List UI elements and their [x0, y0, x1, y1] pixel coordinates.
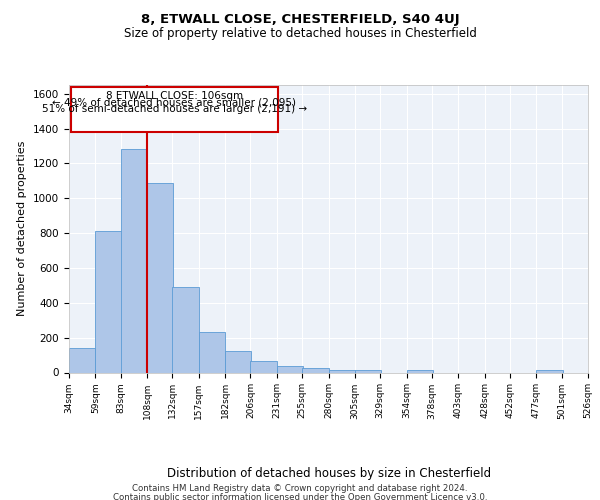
Y-axis label: Number of detached properties: Number of detached properties: [17, 141, 28, 316]
Text: Contains HM Land Registry data © Crown copyright and database right 2024.: Contains HM Land Registry data © Crown c…: [132, 484, 468, 493]
Text: Distribution of detached houses by size in Chesterfield: Distribution of detached houses by size …: [167, 468, 491, 480]
Bar: [407, 370, 433, 372]
Bar: [121, 148, 147, 372]
Text: ← 49% of detached houses are smaller (2,095): ← 49% of detached houses are smaller (2,…: [52, 97, 296, 107]
Bar: [355, 370, 381, 372]
Bar: [225, 350, 251, 372]
Bar: [329, 370, 355, 372]
Bar: [147, 182, 173, 372]
Text: 8 ETWALL CLOSE: 106sqm: 8 ETWALL CLOSE: 106sqm: [106, 90, 243, 101]
Bar: [250, 361, 277, 372]
FancyBboxPatch shape: [71, 86, 278, 132]
Text: 51% of semi-detached houses are larger (2,191) →: 51% of semi-detached houses are larger (…: [42, 104, 307, 114]
Bar: [199, 332, 225, 372]
Text: Size of property relative to detached houses in Chesterfield: Size of property relative to detached ho…: [124, 28, 476, 40]
Bar: [69, 348, 95, 372]
Text: 8, ETWALL CLOSE, CHESTERFIELD, S40 4UJ: 8, ETWALL CLOSE, CHESTERFIELD, S40 4UJ: [140, 12, 460, 26]
Bar: [172, 287, 199, 372]
Bar: [277, 366, 303, 372]
Bar: [95, 232, 122, 372]
Text: Contains public sector information licensed under the Open Government Licence v3: Contains public sector information licen…: [113, 493, 487, 500]
Bar: [536, 370, 563, 372]
Bar: [302, 368, 329, 372]
